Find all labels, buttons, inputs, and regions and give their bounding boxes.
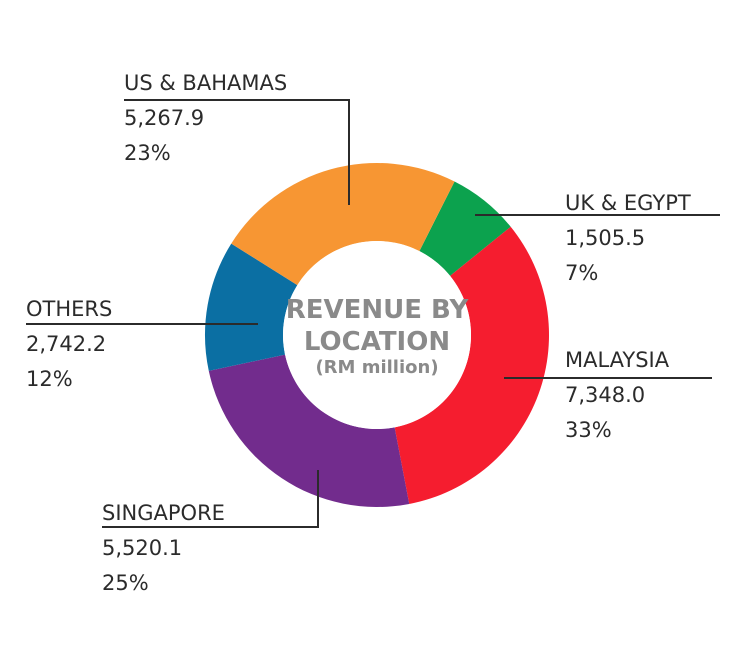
- slice-labels: UK & EGYPT 1,505.5 7% MALAYSIA 7,348.0 33% SIN…: [26, 71, 720, 595]
- donut-hole: [283, 241, 471, 429]
- leader-line-us-and-bahamas: [124, 99, 350, 205]
- label-us-and-bahamas-name: US & BAHAMAS: [124, 71, 287, 95]
- center-title-line-2: LOCATION: [304, 327, 450, 357]
- label-singapore-value: 5,520.1: [102, 536, 182, 560]
- label-uk-and-egypt-value: 1,505.5: [565, 226, 645, 250]
- label-others-percent: 12%: [26, 367, 73, 391]
- label-us-and-bahamas-percent: 23%: [124, 141, 171, 165]
- slice-us-and-bahamas: [231, 163, 455, 286]
- label-others-value: 2,742.2: [26, 332, 106, 356]
- label-malaysia-percent: 33%: [565, 418, 612, 442]
- slice-uk-and-egypt: [419, 181, 511, 276]
- center-title-line-1: REVENUE BY: [286, 295, 470, 325]
- center-subtitle: (RM million): [315, 357, 438, 378]
- label-singapore-percent: 25%: [102, 571, 149, 595]
- label-singapore-name: SINGAPORE: [102, 501, 225, 525]
- label-malaysia-name: MALAYSIA: [565, 348, 670, 372]
- slice-others: [205, 243, 298, 371]
- slice-singapore: [208, 354, 410, 507]
- label-us-and-bahamas-value: 5,267.9: [124, 106, 204, 130]
- slice-malaysia: [394, 226, 549, 504]
- label-malaysia-value: 7,348.0: [565, 383, 645, 407]
- leader-line-singapore: [102, 470, 319, 528]
- label-uk-and-egypt-name: UK & EGYPT: [565, 191, 691, 215]
- label-uk-and-egypt-percent: 7%: [565, 261, 598, 285]
- donut-slices: [205, 163, 549, 507]
- label-others-name: OTHERS: [26, 297, 112, 321]
